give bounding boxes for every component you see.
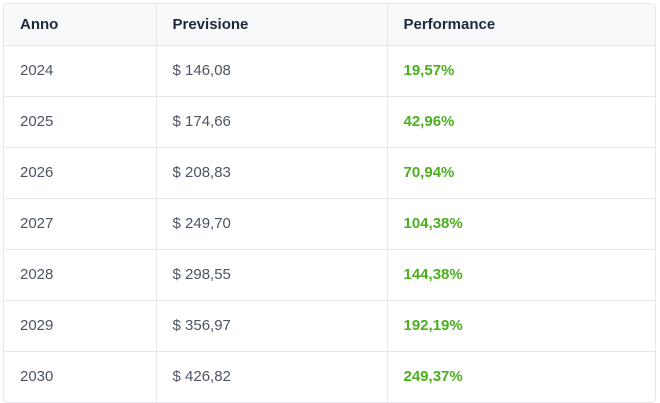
table-row: 2025 $ 174,66 42,96% xyxy=(4,96,655,148)
year-cell: 2026 xyxy=(4,147,157,199)
table-header: Anno Previsione Performance xyxy=(4,4,655,46)
table-row: 2029 $ 356,97 192,19% xyxy=(4,300,655,352)
year-cell: 2029 xyxy=(4,300,157,352)
table-body: 2024 $ 146,08 19,57% 2025 $ 174,66 42,96… xyxy=(4,45,655,402)
table-row: 2024 $ 146,08 19,57% xyxy=(4,45,655,97)
forecast-cell: $ 356,97 xyxy=(156,300,388,352)
year-cell: 2028 xyxy=(4,249,157,301)
column-header-year: Anno xyxy=(4,4,157,46)
year-cell: 2027 xyxy=(4,198,157,250)
forecast-cell: $ 208,83 xyxy=(156,147,388,199)
table-row: 2026 $ 208,83 70,94% xyxy=(4,147,655,199)
forecast-cell: $ 426,82 xyxy=(156,351,388,402)
performance-cell: 42,96% xyxy=(387,96,655,148)
forecast-table-container: Anno Previsione Performance 2024 $ 146,0… xyxy=(3,3,656,403)
table-row: 2028 $ 298,55 144,38% xyxy=(4,249,655,301)
performance-cell: 249,37% xyxy=(403,368,463,386)
year-cell: 2025 xyxy=(4,96,157,148)
forecast-cell: $ 249,70 xyxy=(156,198,388,250)
forecast-cell: $ 298,55 xyxy=(156,249,388,301)
performance-cell: 144,38% xyxy=(387,249,655,301)
table-row: 2027 $ 249,70 104,38% xyxy=(4,198,655,250)
performance-cell: 104,38% xyxy=(387,198,655,250)
forecast-cell: $ 174,66 xyxy=(156,96,388,148)
forecast-table: Anno Previsione Performance 2024 $ 146,0… xyxy=(4,4,655,402)
column-header-forecast: Previsione xyxy=(156,4,388,46)
performance-cell: 19,57% xyxy=(387,45,655,97)
column-header-performance: Performance xyxy=(387,4,655,46)
year-cell: 2024 xyxy=(4,45,157,97)
year-cell: 2030 xyxy=(4,351,157,402)
table-row: 2030 $ 426,82 249,37% xyxy=(4,351,655,402)
forecast-cell: $ 146,08 xyxy=(156,45,388,97)
performance-cell: 192,19% xyxy=(387,300,655,352)
header-row: Anno Previsione Performance xyxy=(4,4,655,46)
performance-cell: 70,94% xyxy=(387,147,655,199)
